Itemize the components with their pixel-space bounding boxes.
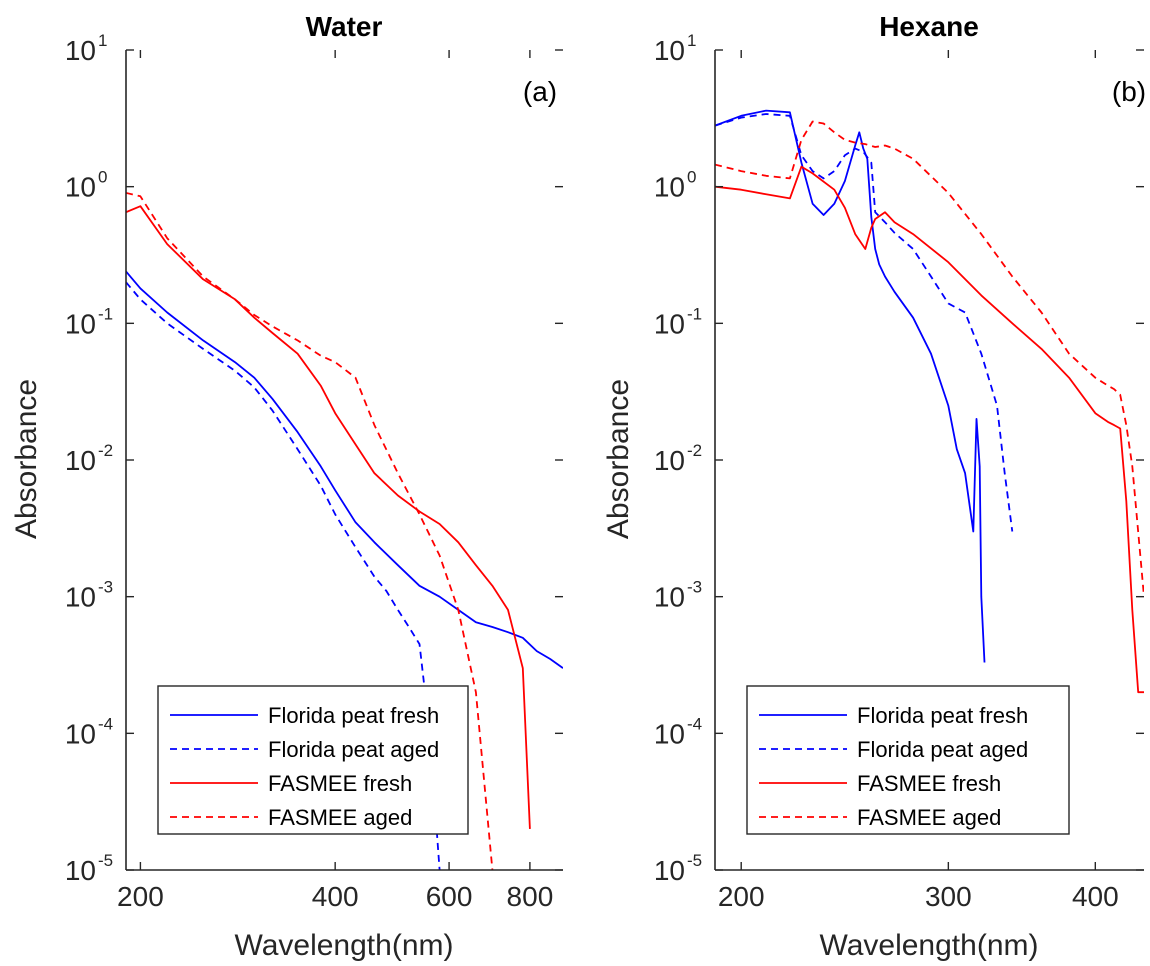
- legend-label: FASMEE fresh: [268, 771, 412, 796]
- legend-box: [157, 685, 469, 835]
- y-tick-label: 10: [65, 718, 96, 749]
- x-tick-label: 200: [117, 881, 164, 912]
- x-tick-label: 300: [925, 881, 972, 912]
- x-tick-label: 200: [718, 881, 765, 912]
- y-tick-label: 10: [654, 582, 685, 613]
- legend-label: Florida peat aged: [268, 737, 439, 762]
- y-tick-exponent: -5: [98, 851, 113, 870]
- y-tick-label: 10: [65, 445, 96, 476]
- y-axis-title-hexane: Absorbance: [602, 379, 635, 539]
- legend-label: Florida peat fresh: [857, 703, 1028, 728]
- legend-label: FASMEE aged: [268, 805, 412, 830]
- series-line-florida-peat-aged: [715, 113, 1014, 532]
- legend: Florida peat fresh Florida peat aged FASME…: [157, 685, 469, 835]
- x-tick-label: 600: [426, 881, 473, 912]
- series-group: [126, 192, 563, 870]
- series-line-florida-peat-aged: [126, 281, 441, 870]
- y-tick-label: 10: [654, 35, 685, 66]
- y-tick-label: 10: [654, 445, 685, 476]
- y-tick-label: 10: [65, 35, 96, 66]
- x-axis-title-hexane: Wavelength(nm): [820, 929, 1039, 962]
- y-tick-label: 10: [654, 172, 685, 203]
- x-tick-label: 400: [312, 881, 359, 912]
- series-line-florida-peat-fresh: [126, 270, 563, 669]
- y-tick-exponent: 0: [98, 168, 107, 187]
- x-axis-title-water: Wavelength(nm): [235, 929, 454, 962]
- x-tick-label: 800: [507, 881, 554, 912]
- x-tick-label: 400: [1072, 881, 1119, 912]
- series-line-fasmee-fresh: [715, 165, 1144, 694]
- series-group: [715, 109, 1144, 694]
- y-tick-exponent: 0: [687, 168, 696, 187]
- y-tick-exponent: 1: [98, 31, 107, 50]
- y-tick-label: 10: [65, 308, 96, 339]
- y-tick-exponent: -4: [687, 714, 702, 733]
- y-tick-exponent: 1: [687, 31, 696, 50]
- series-line-fasmee-aged: [126, 192, 494, 870]
- legend-label: Florida peat aged: [857, 737, 1028, 762]
- y-tick-exponent: -2: [98, 441, 113, 460]
- y-tick-label: 10: [65, 855, 96, 886]
- legend-label: Florida peat fresh: [268, 703, 439, 728]
- y-tick-exponent: -2: [687, 441, 702, 460]
- legend-label: FASMEE aged: [857, 805, 1001, 830]
- y-axis-title-water: Absorbance: [10, 379, 43, 539]
- panel-title-hexane: Hexane: [879, 11, 979, 42]
- y-tick-label: 10: [65, 582, 96, 613]
- y-tick-label: 10: [654, 718, 685, 749]
- legend-label: FASMEE fresh: [857, 771, 1001, 796]
- panel-label-b: (b): [1112, 76, 1146, 107]
- legend: Florida peat fresh Florida peat aged FASME…: [746, 685, 1070, 835]
- y-tick-exponent: -5: [687, 851, 702, 870]
- y-tick-label: 10: [654, 855, 685, 886]
- y-tick-exponent: -1: [687, 304, 702, 323]
- legend-box: [746, 685, 1070, 835]
- series-line-fasmee-aged: [715, 120, 1144, 597]
- panel-label-a: (a): [523, 76, 557, 107]
- y-tick-exponent: -3: [98, 578, 113, 597]
- series-line-florida-peat-fresh: [715, 109, 986, 663]
- panel-title-water: Water: [306, 11, 383, 42]
- y-tick-exponent: -1: [98, 304, 113, 323]
- series-line-fasmee-fresh: [126, 205, 531, 829]
- y-tick-label: 10: [654, 308, 685, 339]
- y-tick-exponent: -4: [98, 714, 113, 733]
- y-tick-exponent: -3: [687, 578, 702, 597]
- y-tick-label: 10: [65, 172, 96, 203]
